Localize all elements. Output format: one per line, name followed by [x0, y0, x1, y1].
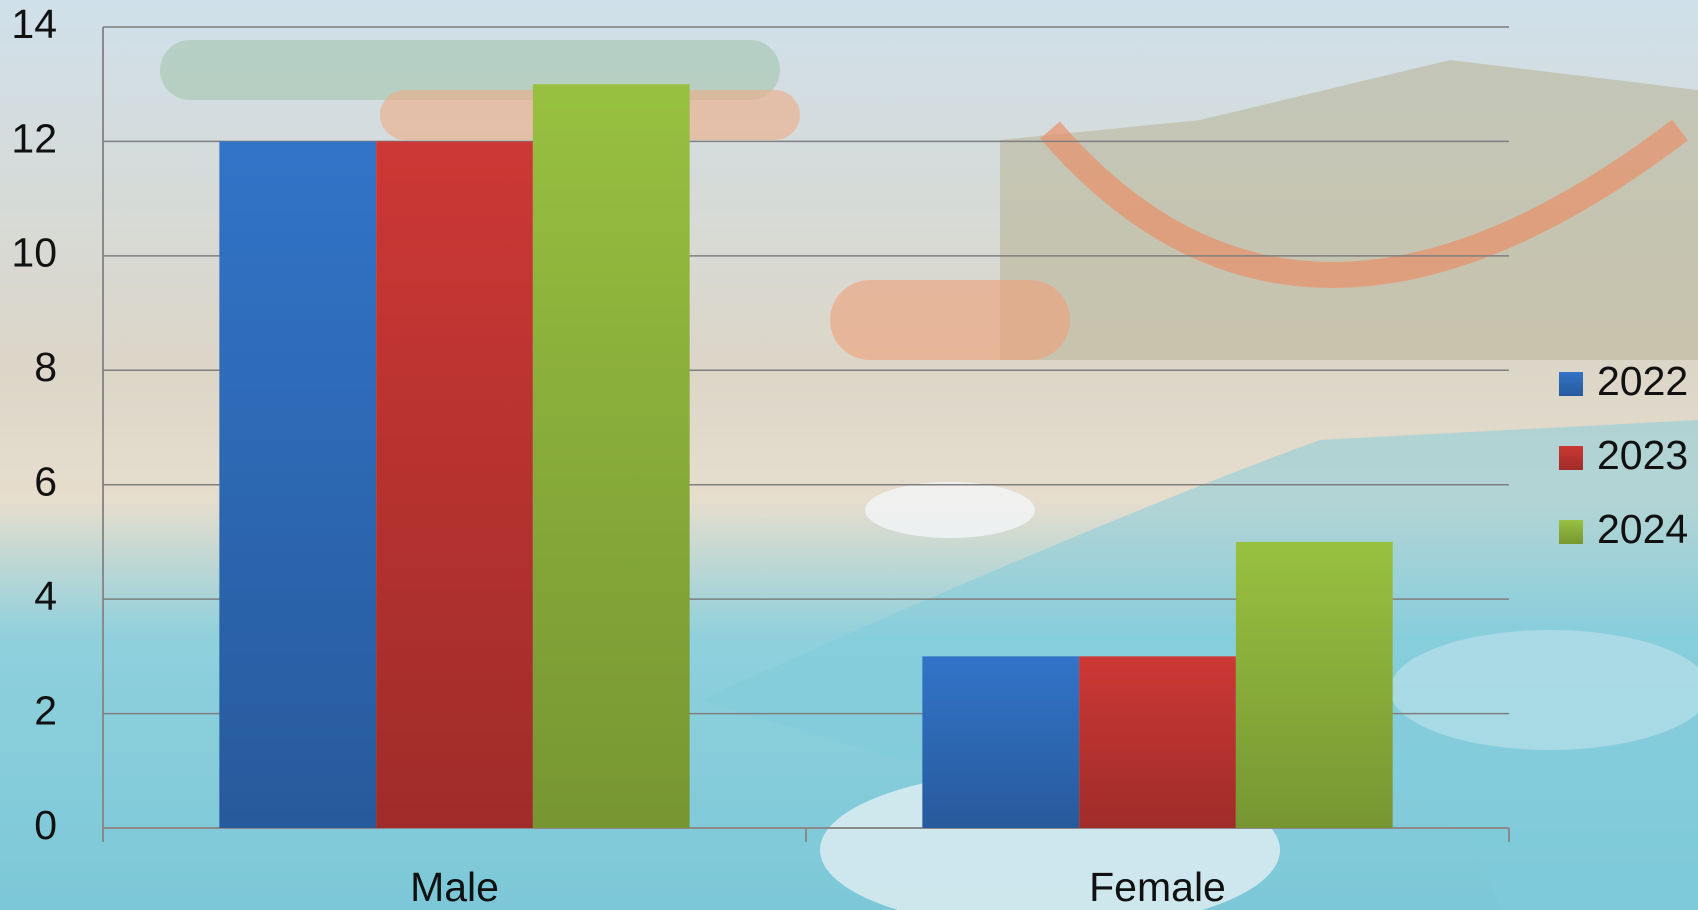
bar: [376, 141, 533, 828]
y-tick-label: 4: [34, 573, 57, 619]
x-tick-label: Female: [1089, 864, 1226, 910]
bar: [1235, 541, 1393, 828]
y-tick-label: 12: [11, 115, 57, 161]
legend-label: 2022: [1597, 358, 1688, 404]
legend-label: 2023: [1597, 432, 1688, 478]
legend-swatch: [1559, 372, 1583, 396]
legend: 2022 2023 2024: [1559, 358, 1688, 552]
bar: [532, 84, 690, 828]
y-tick-label: 10: [11, 230, 57, 276]
legend-swatch: [1559, 520, 1583, 544]
y-tick-label: 14: [11, 1, 57, 47]
y-tick-label: 2: [34, 687, 57, 733]
legend-swatch: [1559, 446, 1583, 470]
y-tick-label: 0: [34, 802, 57, 848]
bar: [1079, 656, 1236, 828]
bar: [219, 141, 377, 828]
x-tick-label: Male: [410, 864, 499, 910]
y-tick-label: 6: [34, 459, 57, 505]
legend-label: 2024: [1597, 506, 1688, 552]
y-tick-label: 8: [34, 344, 57, 390]
bar: [922, 656, 1080, 828]
